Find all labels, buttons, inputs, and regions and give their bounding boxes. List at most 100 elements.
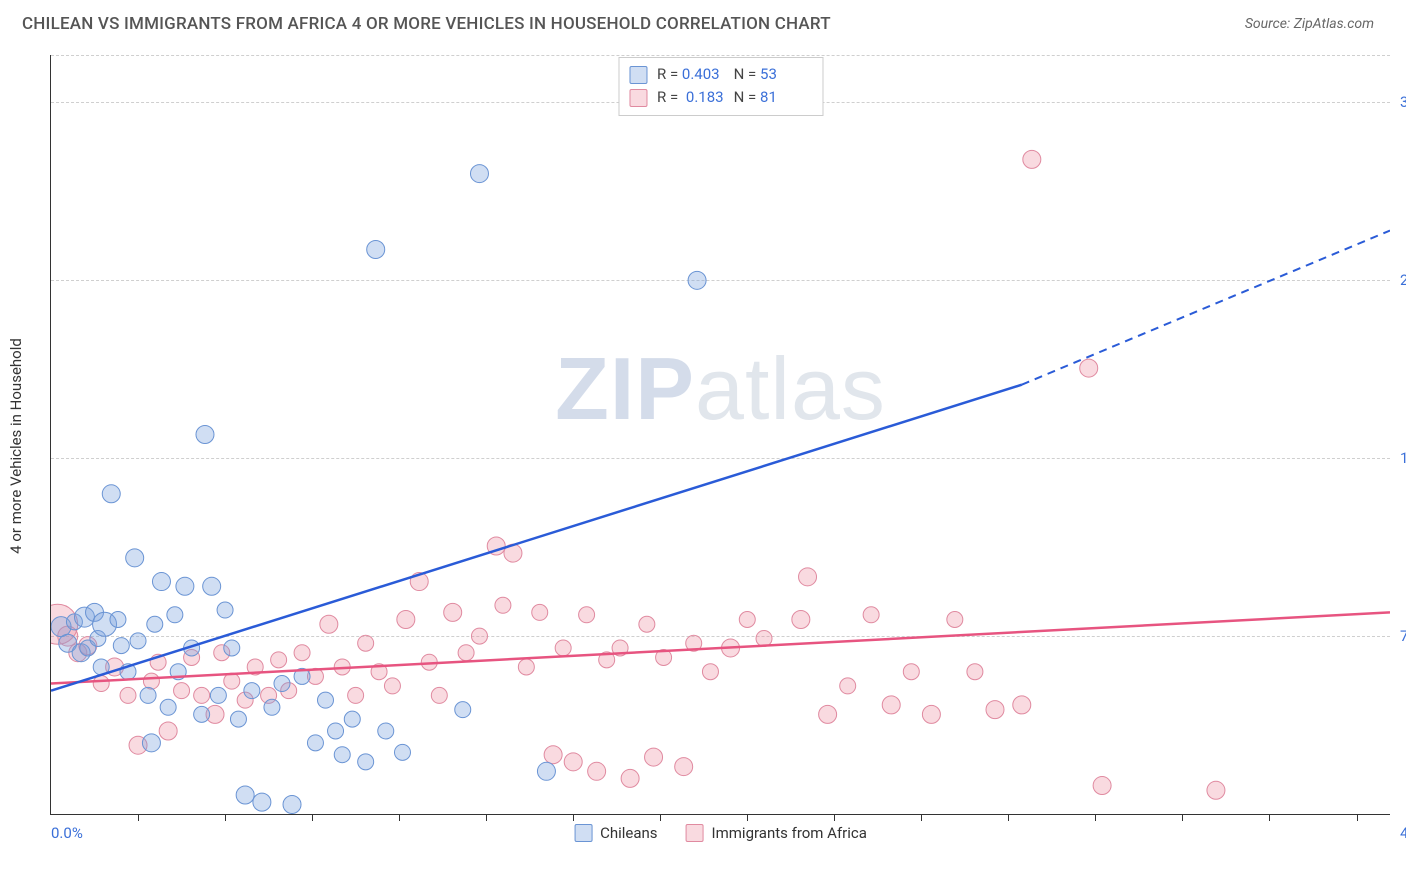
swatch-icon — [574, 824, 592, 842]
x-tick — [1269, 814, 1270, 821]
scatter-point — [348, 687, 364, 703]
scatter-point — [702, 664, 718, 680]
y-axis-label: 4 or more Vehicles in Household — [7, 338, 25, 554]
scatter-point — [147, 616, 163, 632]
chart-title: CHILEAN VS IMMIGRANTS FROM AFRICA 4 OR M… — [22, 14, 831, 34]
scatter-point — [1023, 150, 1041, 168]
scatter-point — [431, 687, 447, 703]
scatter-point — [334, 747, 350, 763]
scatter-point — [863, 607, 879, 623]
scatter-point — [244, 683, 260, 699]
x-tick — [225, 814, 226, 821]
scatter-point — [224, 673, 240, 689]
x-tick — [1095, 814, 1096, 821]
scatter-point — [344, 711, 360, 727]
scatter-point — [756, 630, 772, 646]
x-tick — [1182, 814, 1183, 821]
scatter-point — [555, 640, 571, 656]
y-tick-label: 7.5% — [1400, 627, 1406, 645]
y-tick-label: 15.0% — [1400, 449, 1406, 467]
scatter-point — [675, 758, 693, 776]
scatter-point — [210, 687, 226, 703]
scatter-point — [537, 762, 555, 780]
scatter-point — [819, 705, 837, 723]
scatter-point — [140, 687, 156, 703]
x-tick — [138, 814, 139, 821]
bottom-legend: Chileans Immigrants from Africa — [574, 824, 867, 842]
x-tick — [834, 814, 835, 821]
scatter-point — [294, 645, 310, 661]
y-tick-label: 30.0% — [1400, 93, 1406, 111]
scatter-point — [328, 723, 344, 739]
scatter-point — [544, 746, 562, 764]
scatter-point — [564, 753, 582, 771]
trendline-series1-dashed — [1022, 231, 1390, 385]
stats-row-series2: R = 0.183 N = 81 — [629, 86, 808, 109]
scatter-point — [236, 786, 254, 804]
x-axis-max-label: 40.0% — [1400, 824, 1406, 842]
scatter-point — [358, 754, 374, 770]
scatter-point — [621, 769, 639, 787]
stats-row-series1: R = 0.403 N = 53 — [629, 63, 808, 86]
scatter-point — [120, 687, 136, 703]
scatter-point — [102, 485, 120, 503]
scatter-point — [645, 748, 663, 766]
x-tick — [660, 814, 661, 821]
scatter-point — [320, 615, 338, 633]
swatch-icon — [629, 66, 647, 84]
scatter-point — [126, 549, 144, 567]
scatter-point — [196, 426, 214, 444]
scatter-point — [1080, 359, 1098, 377]
scatter-point — [579, 607, 595, 623]
chart-plot-area: ZIPatlas R = 0.403 N = 53 R = 0.183 N = … — [50, 55, 1390, 815]
scatter-point — [947, 612, 963, 628]
scatter-point — [639, 616, 655, 632]
scatter-point — [143, 673, 159, 689]
scatter-svg — [51, 55, 1390, 814]
y-tick-label: 22.5% — [1400, 271, 1406, 289]
scatter-point — [840, 678, 856, 694]
scatter-point — [384, 678, 400, 694]
scatter-point — [518, 659, 534, 675]
scatter-point — [495, 597, 511, 613]
scatter-point — [378, 723, 394, 739]
scatter-point — [217, 602, 233, 618]
scatter-point — [882, 696, 900, 714]
scatter-point — [394, 744, 410, 760]
x-tick — [399, 814, 400, 821]
scatter-point — [455, 702, 471, 718]
scatter-point — [194, 687, 210, 703]
trendline-series2 — [51, 612, 1390, 683]
scatter-point — [470, 165, 488, 183]
scatter-point — [307, 735, 323, 751]
scatter-point — [986, 701, 1004, 719]
x-axis-min-label: 0.0% — [51, 824, 83, 842]
x-tick — [573, 814, 574, 821]
scatter-point — [397, 611, 415, 629]
scatter-point — [358, 635, 374, 651]
scatter-point — [1013, 696, 1031, 714]
title-bar: CHILEAN VS IMMIGRANTS FROM AFRICA 4 OR M… — [0, 0, 1406, 44]
scatter-point — [922, 705, 940, 723]
scatter-point — [588, 762, 606, 780]
scatter-point — [688, 271, 706, 289]
scatter-point — [317, 692, 333, 708]
x-tick — [486, 814, 487, 821]
scatter-point — [253, 793, 271, 811]
scatter-point — [1093, 777, 1111, 795]
stats-legend-box: R = 0.403 N = 53 R = 0.183 N = 81 — [618, 57, 823, 116]
source-label: Source: ZipAtlas.com — [1245, 16, 1374, 32]
scatter-point — [113, 638, 129, 654]
scatter-point — [224, 640, 240, 656]
scatter-point — [799, 568, 817, 586]
swatch-icon — [686, 824, 704, 842]
swatch-icon — [629, 89, 647, 107]
x-tick — [1008, 814, 1009, 821]
scatter-point — [159, 722, 177, 740]
scatter-point — [739, 612, 755, 628]
scatter-point — [271, 652, 287, 668]
scatter-point — [142, 734, 160, 752]
scatter-point — [230, 711, 246, 727]
scatter-point — [283, 796, 301, 814]
scatter-point — [203, 577, 221, 595]
